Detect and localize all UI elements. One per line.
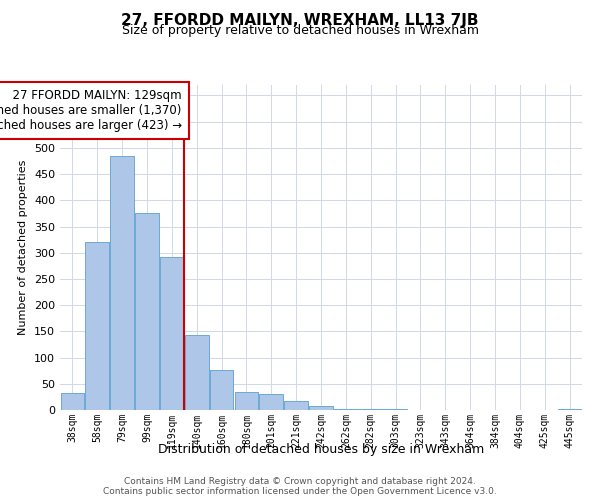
Bar [210,370,233,410]
Text: Distribution of detached houses by size in Wrexham: Distribution of detached houses by size … [158,444,484,456]
Text: Size of property relative to detached houses in Wrexham: Size of property relative to detached ho… [121,24,479,37]
Y-axis label: Number of detached properties: Number of detached properties [19,160,28,335]
Text: 27 FFORDD MAILYN: 129sqm
← 76% of detached houses are smaller (1,370)
24% of sem: 27 FFORDD MAILYN: 129sqm ← 76% of detach… [0,88,182,132]
Bar [61,392,84,410]
Bar [110,156,134,410]
Bar [85,242,109,410]
Bar [284,401,308,410]
Text: 27, FFORDD MAILYN, WREXHAM, LL13 7JB: 27, FFORDD MAILYN, WREXHAM, LL13 7JB [121,12,479,28]
Bar [558,409,581,410]
Bar [259,394,283,410]
Bar [135,214,159,410]
Bar [334,409,358,410]
Bar [185,334,209,410]
Bar [235,392,258,410]
Bar [160,258,184,410]
Bar [309,406,333,410]
Text: Contains HM Land Registry data © Crown copyright and database right 2024.: Contains HM Land Registry data © Crown c… [124,476,476,486]
Text: Contains public sector information licensed under the Open Government Licence v3: Contains public sector information licen… [103,486,497,496]
